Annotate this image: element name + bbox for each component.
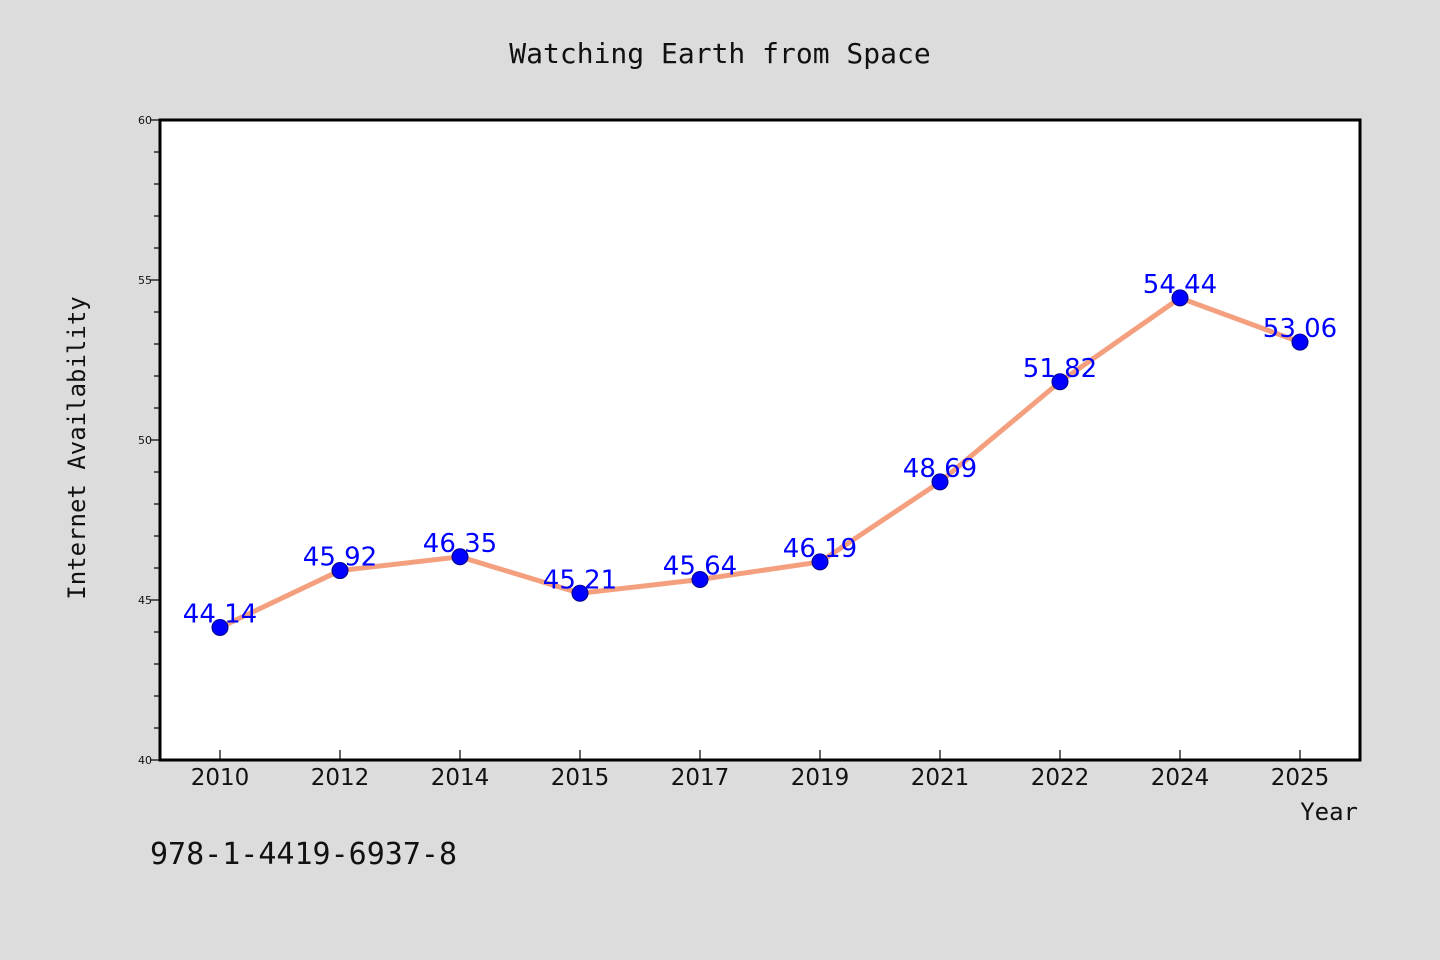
series-layer: 44.14 45.92 46.35 45.21 45.64 46.19 48.69 51.82…: [183, 270, 1337, 637]
data-point: [571, 584, 589, 602]
data-label: 45.64: [663, 552, 737, 582]
data-point: [451, 548, 469, 566]
data-point: [691, 571, 709, 589]
data-point: [931, 473, 949, 491]
y-tick-label: 45: [138, 594, 152, 607]
y-tick-label: 50: [138, 434, 152, 447]
x-tick-label: 2022: [1031, 765, 1090, 791]
footer-isbn: 978-1-4419-6937-8: [150, 837, 457, 872]
data-point: [1171, 289, 1189, 307]
data-label: 48.69: [903, 454, 977, 484]
x-tick-label: 2012: [311, 765, 370, 791]
data-point: [1051, 373, 1069, 391]
y-tick-label: 55: [138, 274, 152, 287]
data-label: 51.82: [1023, 354, 1097, 384]
data-label: 44.14: [183, 600, 257, 630]
data-point: [1291, 333, 1309, 351]
chart-title: Watching Earth from Space: [509, 37, 930, 70]
x-tick-label: 2015: [551, 765, 610, 791]
y-tick-label: 40: [138, 754, 152, 767]
data-label: 46.19: [783, 534, 857, 564]
data-label: 53.06: [1263, 314, 1337, 344]
x-tick-label: 2014: [431, 765, 490, 791]
data-label: 45.92: [303, 543, 377, 573]
x-axis-label: Year: [1300, 798, 1358, 826]
y-tick-label: 60: [138, 114, 152, 127]
data-label: 46.35: [423, 529, 497, 559]
y-axis-label: Internet Availability: [63, 296, 91, 599]
x-tick-label: 2017: [671, 765, 730, 791]
series-line: [217, 295, 1303, 631]
data-point: [811, 553, 829, 571]
y-axis: 40 45 50 55 60: [138, 114, 160, 767]
x-tick-label: 2019: [791, 765, 850, 791]
data-point: [211, 619, 229, 637]
data-label: 45.21: [543, 565, 617, 595]
data-label: 54.44: [1143, 270, 1217, 300]
x-axis: 2010 2012 2014 2015 2017 2019 2021 2022 2024 2025: [191, 750, 1330, 791]
plot-area: [158, 118, 1362, 762]
x-tick-label: 2010: [191, 765, 250, 791]
data-point: [331, 562, 349, 580]
x-tick-label: 2024: [1151, 765, 1210, 791]
x-tick-label: 2021: [911, 765, 970, 791]
x-tick-label: 2025: [1271, 765, 1330, 791]
